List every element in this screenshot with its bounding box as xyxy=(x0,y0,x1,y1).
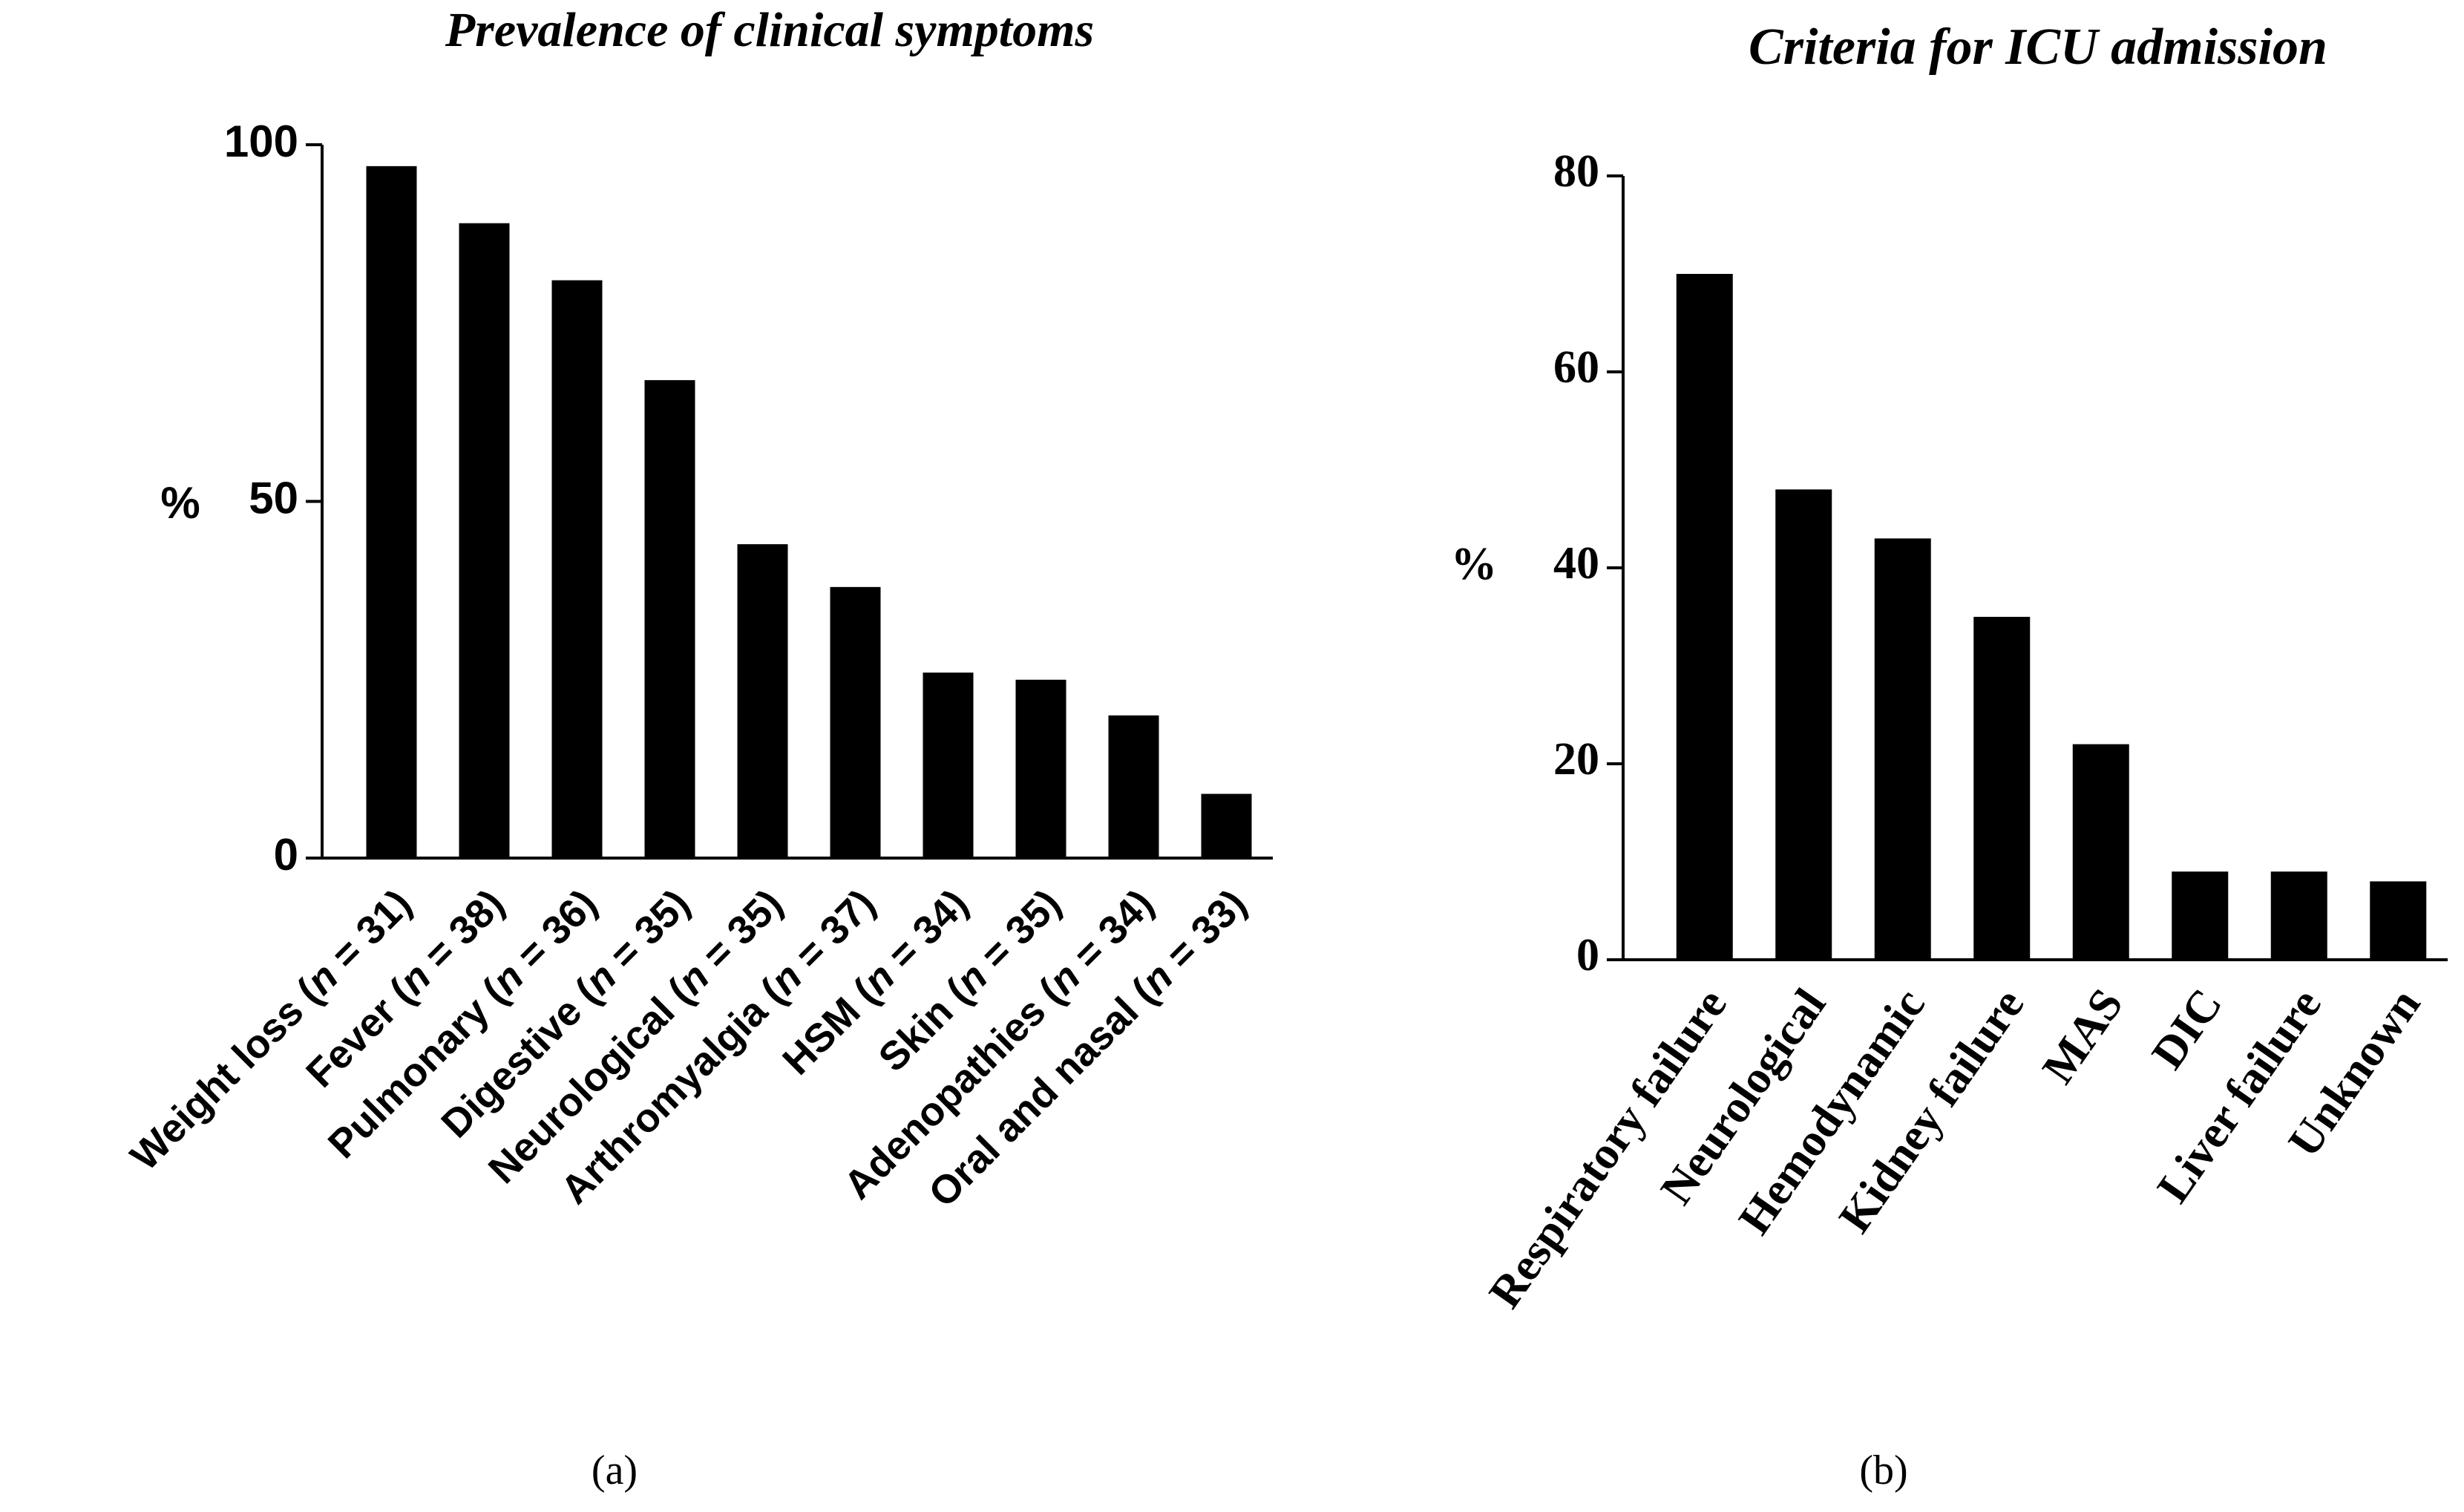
y-tick-label: 40 xyxy=(1553,538,1599,589)
bar xyxy=(551,280,603,859)
bar xyxy=(1973,617,2031,960)
bar xyxy=(1775,489,1832,960)
bar xyxy=(923,672,974,858)
bar xyxy=(2270,871,2327,960)
bar xyxy=(1874,538,1931,960)
y-tick-label: 50 xyxy=(249,473,298,523)
bar xyxy=(459,223,510,859)
bar xyxy=(1676,274,1733,960)
y-tick-label: 80 xyxy=(1553,146,1599,197)
bar xyxy=(830,586,881,858)
bar xyxy=(737,544,788,858)
bar xyxy=(2172,871,2229,960)
bar xyxy=(366,166,417,858)
bar xyxy=(644,380,695,858)
y-tick-label: 20 xyxy=(1553,734,1599,785)
x-tick-label: MAS xyxy=(2033,980,2133,1093)
bar xyxy=(1201,793,1252,858)
caption: (b) xyxy=(1859,1447,1907,1493)
y-tick-label: 60 xyxy=(1553,342,1599,393)
bar xyxy=(2370,881,2427,960)
bar xyxy=(2072,744,2129,960)
chart-title: Prevalence of clinical symptoms xyxy=(445,3,1094,57)
y-axis-label: % xyxy=(160,478,200,528)
bar xyxy=(1015,679,1066,858)
y-axis-label: % xyxy=(1451,539,1497,589)
caption: (a) xyxy=(592,1447,638,1493)
x-tick-label: DIC xyxy=(2142,980,2232,1078)
y-tick-label: 100 xyxy=(224,117,298,166)
y-tick-label: 0 xyxy=(1576,930,1599,981)
chart-title: Criteria for ICU admission xyxy=(1749,19,2327,76)
bar xyxy=(1108,715,1159,858)
y-tick-label: 0 xyxy=(274,830,298,880)
